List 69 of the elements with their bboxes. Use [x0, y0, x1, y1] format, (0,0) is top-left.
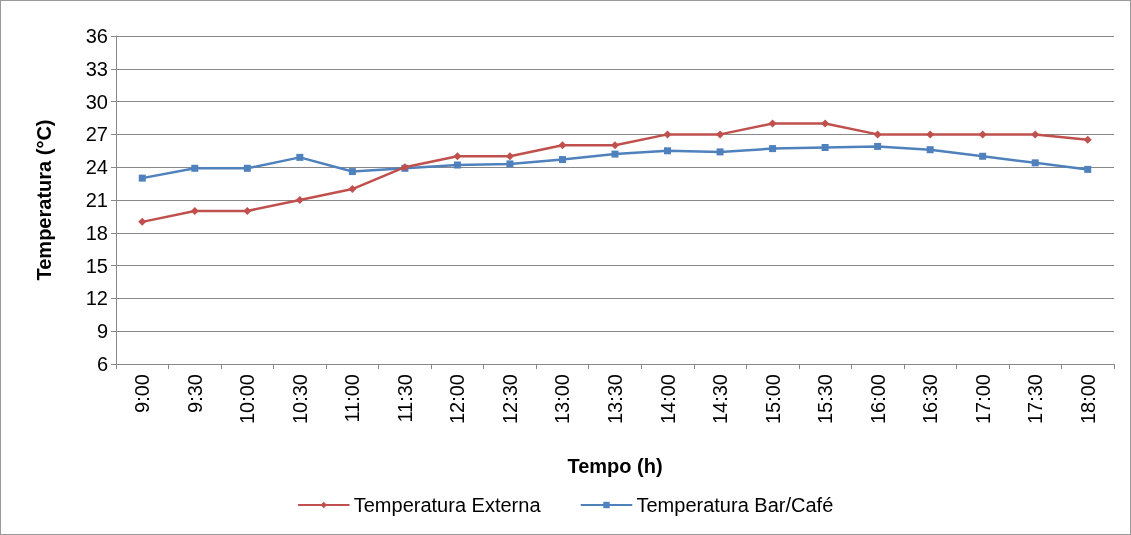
y-tick-label: 27	[85, 123, 108, 146]
y-tick-label: 6	[96, 353, 108, 375]
point	[453, 161, 461, 169]
x-tick-label: 10:30	[288, 374, 311, 425]
point	[926, 146, 934, 154]
point	[821, 144, 829, 152]
y-tick-label: 18	[85, 221, 108, 244]
y-tick-label: 24	[85, 156, 108, 179]
y-tick-label: 15	[85, 254, 108, 277]
x-tick-label: 13:00	[551, 374, 574, 425]
point	[979, 152, 987, 160]
point	[1031, 130, 1040, 139]
y-axis-title: Temperatura (°C)	[33, 119, 55, 281]
point	[1031, 159, 1039, 167]
x-tick-label: 10:00	[236, 374, 259, 425]
x-tick-label: 14:30	[709, 374, 732, 425]
x-tick-label: 9:00	[131, 374, 154, 413]
point	[663, 130, 672, 139]
point	[453, 152, 462, 161]
point	[874, 142, 882, 150]
x-tick-label: 17:30	[1024, 374, 1047, 425]
point	[243, 206, 252, 215]
x-tick-label: 15:00	[761, 374, 784, 425]
point	[1083, 135, 1092, 144]
point	[296, 153, 304, 161]
x-tick-label: 9:30	[183, 374, 206, 413]
point	[190, 206, 199, 215]
point	[664, 147, 672, 155]
point	[348, 168, 356, 176]
point	[768, 119, 777, 128]
x-tick-label: 11:30	[393, 374, 416, 423]
point	[716, 148, 724, 156]
point	[295, 196, 304, 204]
x-tick-label: 12:30	[498, 374, 521, 425]
point	[138, 174, 146, 182]
point	[558, 156, 566, 164]
x-tick-label: 16:00	[866, 374, 889, 425]
point	[506, 160, 514, 168]
y-tick-label: 12	[85, 287, 108, 310]
point	[348, 185, 357, 194]
x-tick-label: 14:00	[656, 374, 679, 425]
x-tick-label: 11:00	[341, 374, 364, 423]
legend-label: Temperatura Bar/Café	[636, 494, 834, 516]
point	[611, 150, 619, 158]
x-tick-label: 15:30	[814, 374, 837, 425]
point	[243, 164, 251, 172]
point	[191, 164, 199, 172]
legend-label: Temperatura Externa	[353, 494, 542, 516]
point	[821, 119, 830, 128]
point	[138, 217, 147, 226]
point	[926, 130, 935, 139]
y-tick-label: 33	[85, 57, 108, 80]
x-tick-label: 18:00	[1076, 374, 1099, 425]
x-tick-label: 17:00	[971, 374, 994, 425]
point	[873, 130, 882, 139]
x-tick-label: 12:00	[446, 374, 469, 425]
y-tick-label: 9	[96, 320, 108, 343]
point	[716, 130, 725, 139]
y-tick-label: 36	[85, 25, 108, 47]
point	[769, 145, 777, 153]
y-tick-label: 21	[85, 189, 108, 211]
x-tick-label: 16:30	[919, 374, 942, 425]
x-axis-title: Tempo (h)	[567, 455, 663, 477]
x-tick-label: 13:30	[604, 374, 626, 425]
point	[611, 141, 619, 150]
y-tick-label: 30	[85, 90, 108, 113]
point	[558, 141, 567, 150]
point	[978, 130, 987, 139]
point	[1084, 165, 1092, 173]
